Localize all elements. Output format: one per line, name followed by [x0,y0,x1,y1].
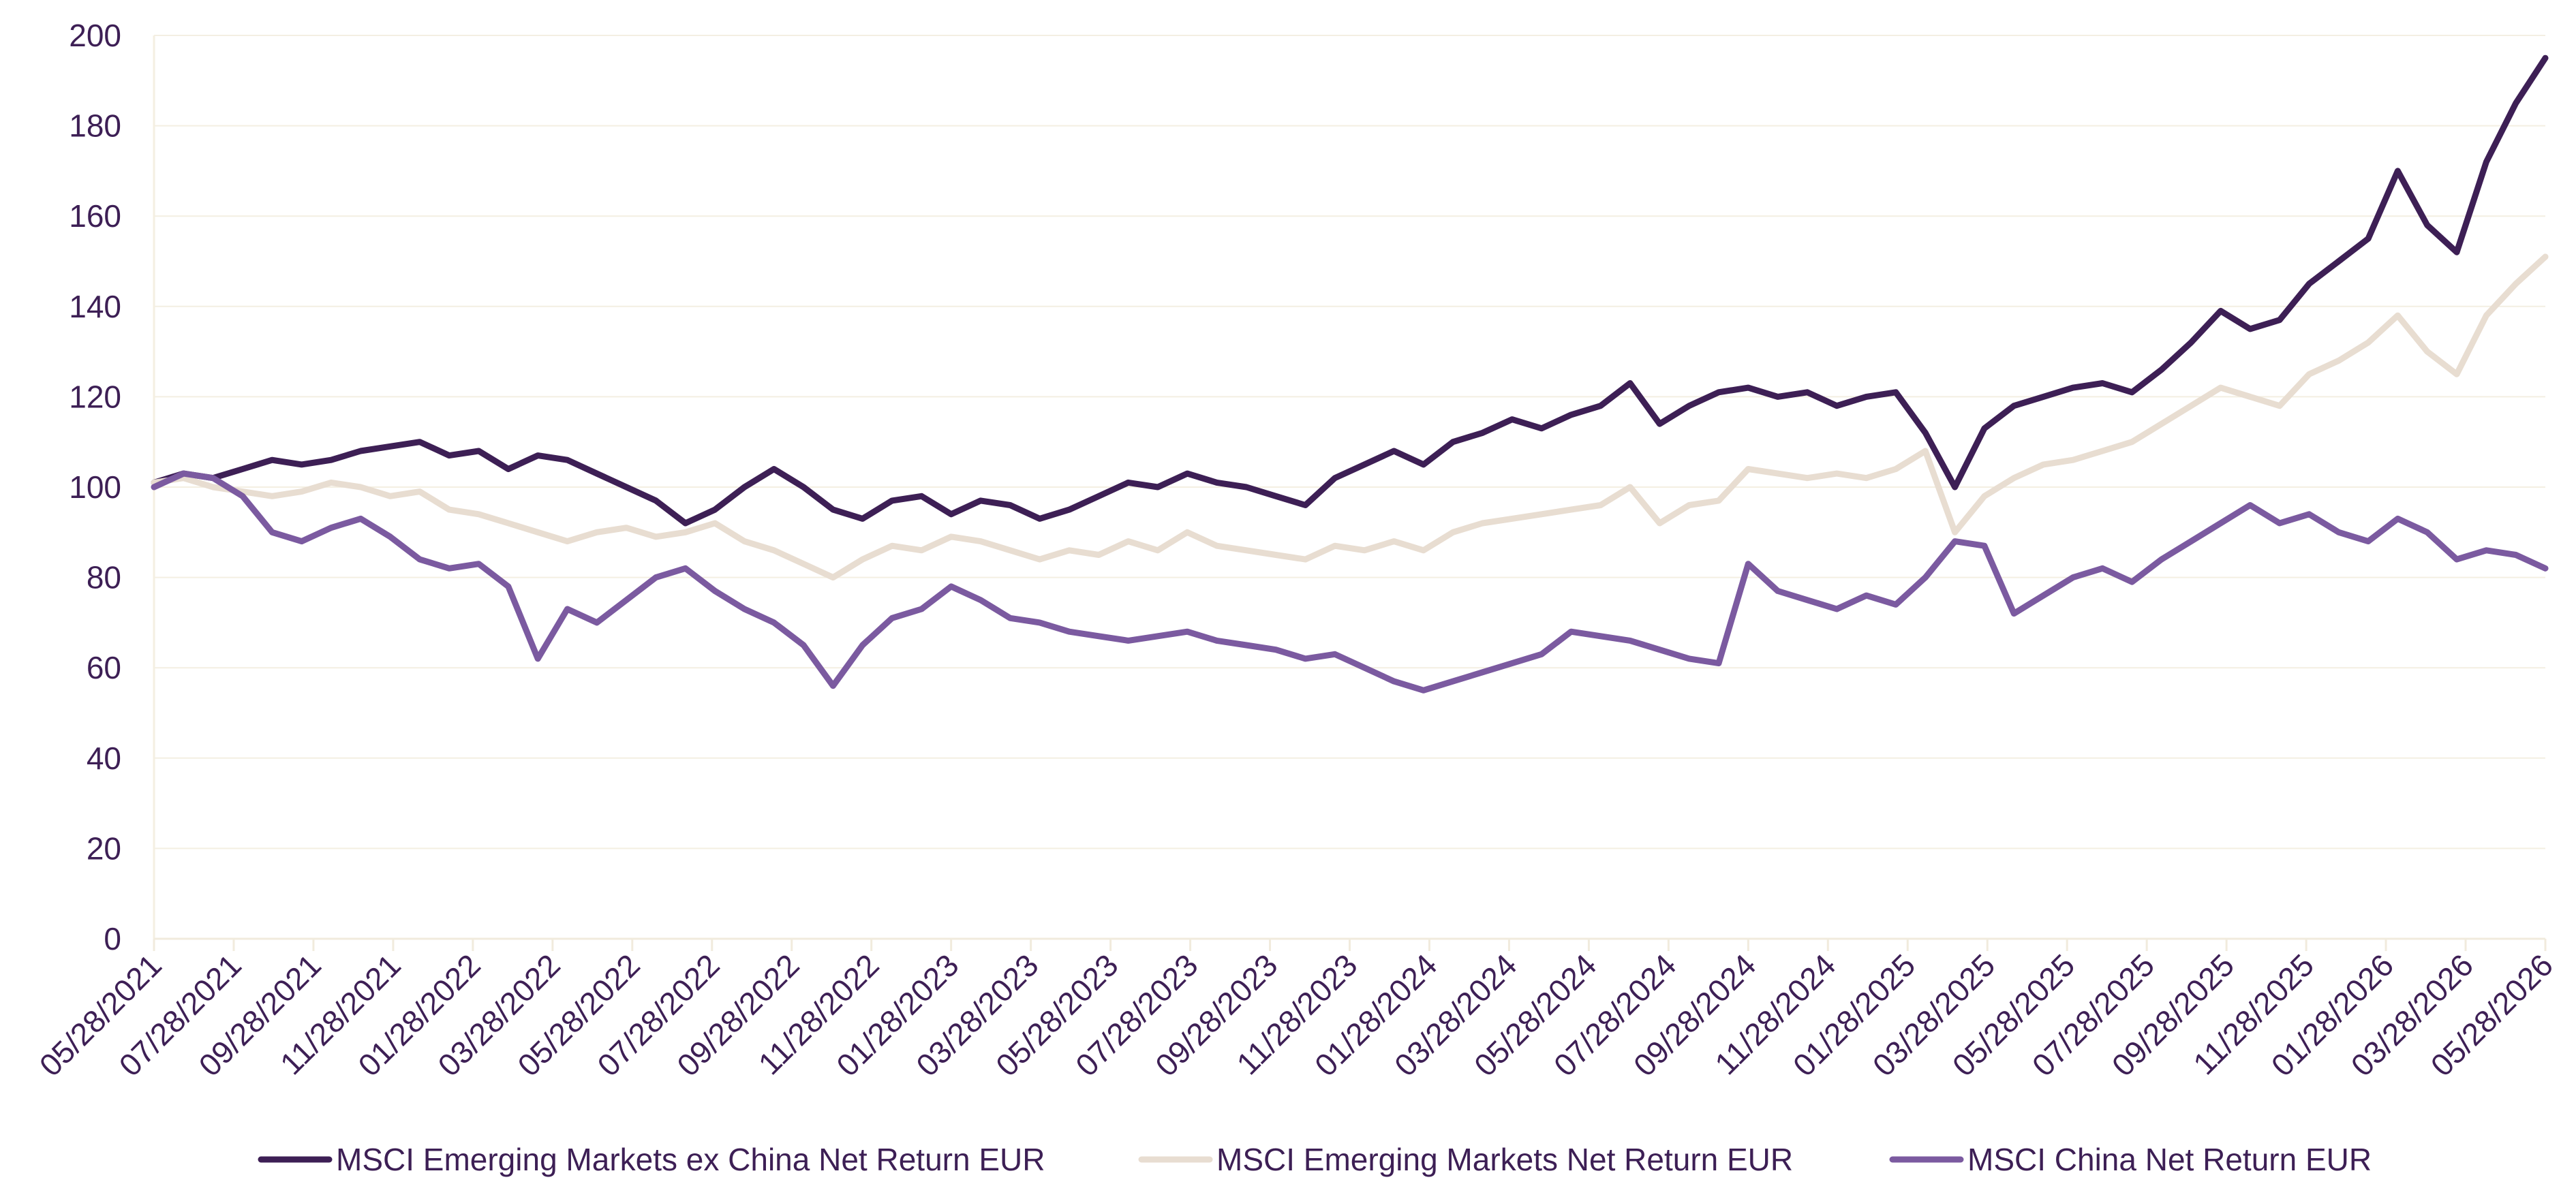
legend: MSCI Emerging Markets ex China Net Retur… [258,1142,2372,1177]
y-tick-label: 40 [87,741,121,776]
x-axis-ticks: 05/28/202107/28/202109/28/202111/28/2021… [33,939,2560,1083]
y-tick-label: 180 [69,108,121,144]
y-tick-label: 100 [69,469,121,505]
y-tick-label: 200 [69,18,121,53]
series-line-2 [151,253,2549,581]
series-line-3 [151,470,2549,694]
y-tick-label: 60 [87,650,121,685]
y-tick-label: 20 [87,830,121,866]
y-axis-ticks: 0 20 40 60 80 100 120 140 160 180 200 [69,18,121,956]
legend-label-3: MSCI China Net Return EUR [1967,1142,2372,1177]
y-tick-label: 80 [87,560,121,595]
series-lines [151,54,2549,694]
gridlines [154,35,2545,850]
legend-label-1: MSCI Emerging Markets ex China Net Retur… [336,1142,1045,1177]
legend-label-2: MSCI Emerging Markets Net Return EUR [1216,1142,1793,1177]
y-tick-label: 0 [104,921,121,956]
y-tick-label: 140 [69,289,121,324]
y-tick-label: 160 [69,198,121,234]
series-line-1 [151,54,2549,527]
y-tick-label: 120 [69,379,121,414]
